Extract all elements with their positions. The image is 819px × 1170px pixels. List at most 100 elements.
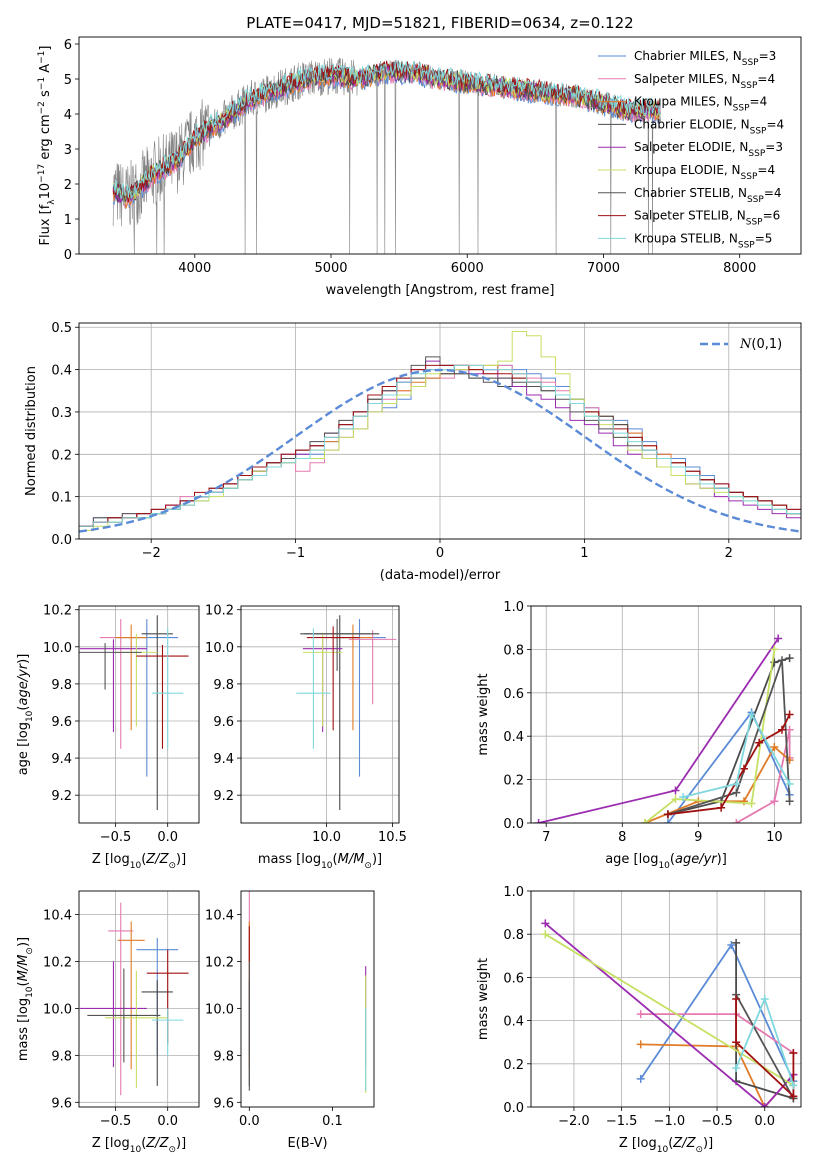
label-part: 10	[25, 710, 35, 722]
panel-mass-vs-metallicity: −0.5 0.09.69.810.010.210.4Z [log10(Z/Z⊙)]…	[16, 890, 200, 1155]
y-tick-label: 10.0	[43, 641, 72, 656]
label-part: ⊙	[168, 861, 176, 871]
label-part: )]	[16, 937, 31, 947]
x-tick-label: 5000	[314, 261, 347, 276]
y-tick-label: 9.6	[51, 1096, 72, 1111]
label-part: age/yr	[675, 852, 718, 867]
weight-line-salpeter-elodie	[538, 637, 779, 823]
label-part: =3	[759, 49, 777, 63]
weight-marker	[534, 819, 543, 823]
label-part: Z [log	[92, 1136, 130, 1151]
weight-marker	[785, 797, 794, 806]
y-tick-label: 1.0	[503, 885, 524, 900]
weight-marker	[789, 1049, 798, 1057]
y-tick-label: 10.2	[43, 604, 72, 619]
weight-marker	[739, 797, 748, 806]
x-tick-label: 10	[766, 830, 783, 845]
y-tick-label: 9.2	[213, 789, 234, 804]
y-tick-label: 9.8	[51, 1049, 72, 1064]
plot-content	[79, 331, 801, 539]
x-axis-label: Z [log10(Z/Z⊙)]	[619, 1136, 713, 1155]
legend-label: Salpeter MILES, NSSP=4	[634, 72, 775, 91]
y-tick-label: 0.4	[503, 1015, 524, 1030]
label-part: Z/Z	[672, 1136, 696, 1151]
plot-frame	[78, 605, 200, 824]
weight-marker	[732, 779, 741, 788]
plot-content	[248, 891, 367, 1093]
weight-marker	[760, 1103, 769, 1107]
weight-marker	[785, 654, 794, 663]
y-tick-label: 0.2	[503, 1058, 524, 1073]
y-tick-label: 10.0	[43, 1002, 72, 1017]
label-part: Z [log	[92, 852, 130, 867]
label-part: −1	[37, 51, 47, 64]
label-part: Z/Z	[145, 852, 169, 867]
label-part: mass [log	[16, 998, 31, 1061]
x-tick-label: 6000	[451, 261, 484, 276]
y-tick-label: 10.0	[205, 641, 234, 656]
x-tick-label: 1	[580, 546, 588, 561]
y-tick-label: 1.0	[503, 600, 524, 615]
y-tick-label: 0.0	[503, 1101, 524, 1116]
label-part: age [log	[16, 722, 31, 775]
label-part: 10	[658, 861, 670, 871]
label-part: 10	[321, 861, 333, 871]
weight-marker	[541, 919, 550, 928]
label-part: s	[38, 90, 53, 101]
weight-marker	[770, 797, 779, 806]
weight-marker	[636, 1074, 645, 1083]
weight-marker	[679, 792, 688, 801]
legend-label: Kroupa STELIB, NSSP=5	[634, 231, 772, 250]
panel-mass-weight-vs-metallicity: −2.0 −1.5 −1.0 −0.5 0.0 0.0 0.2 0.4 0.6 0.8 1.0 Z […	[476, 885, 802, 1155]
plot-content	[79, 615, 189, 811]
label-part: SSP	[738, 240, 755, 250]
weight-marker	[789, 1081, 798, 1090]
y-tick-label: 10.2	[205, 955, 234, 970]
plot-frame	[530, 605, 802, 824]
label-part: Salpeter MILES, N	[634, 72, 741, 86]
label-part: −1	[37, 77, 47, 90]
plot-frame	[240, 890, 375, 1108]
plot-frame	[78, 890, 200, 1108]
label-part: (0,1)	[751, 337, 782, 352]
x-tick-label: 0.0	[239, 1114, 260, 1129]
y-tick-label: 9.8	[213, 1049, 234, 1064]
label-part: (	[141, 852, 146, 867]
y-tick-label: 3	[64, 143, 72, 158]
x-tick-label: 0.1	[322, 1114, 343, 1129]
label-part: erg cm	[38, 114, 53, 163]
legend-label: Kroupa ELODIE, NSSP=4	[634, 163, 775, 182]
x-tick-label: −0.5	[100, 1114, 132, 1129]
panel-residual-histogram: −2 −1 0 1 2 0.0 0.1 0.2 0.3 0.4 0.5 (data-model)/er…	[24, 321, 802, 583]
label-part: (	[668, 1136, 673, 1151]
weight-marker	[727, 941, 736, 949]
weight-marker	[785, 710, 794, 719]
label-part: age/yr	[16, 662, 31, 705]
y-axis-label: age [log10(age/yr)]	[16, 654, 35, 776]
x-axis-label: mass [log10(M/M⊙)]	[258, 852, 382, 871]
x-tick-label: 0.0	[754, 1114, 775, 1129]
x-tick-label: 0	[436, 546, 444, 561]
plot-content	[80, 902, 189, 1096]
label-part: )]	[176, 1136, 186, 1151]
plot-frame	[78, 322, 802, 540]
legend-label: Salpeter STELIB, NSSP=6	[634, 209, 780, 228]
y-tick-label: 10.4	[43, 908, 72, 923]
legend-label: Chabrier ELODIE, NSSP=4	[634, 117, 784, 136]
label-part: =3	[765, 140, 783, 154]
label-part: )]	[717, 852, 727, 867]
weight-line-kroupa-stelib	[682, 711, 791, 798]
weight-marker	[732, 819, 741, 823]
label-part: Flux [f	[38, 204, 53, 245]
label-part: )]	[372, 852, 382, 867]
x-tick-label: −0.5	[100, 830, 132, 845]
y-tick-label: 4	[64, 108, 72, 123]
label-part: N	[739, 337, 752, 352]
y-tick-label: 0.8	[503, 928, 524, 943]
y-tick-label: 0.2	[51, 448, 72, 463]
y-tick-label: 10.0	[205, 1002, 234, 1017]
weight-marker	[717, 803, 726, 812]
y-tick-label: 0.8	[503, 643, 524, 658]
label-part: mass weight	[476, 673, 491, 755]
y-tick-label: 1	[64, 213, 72, 228]
